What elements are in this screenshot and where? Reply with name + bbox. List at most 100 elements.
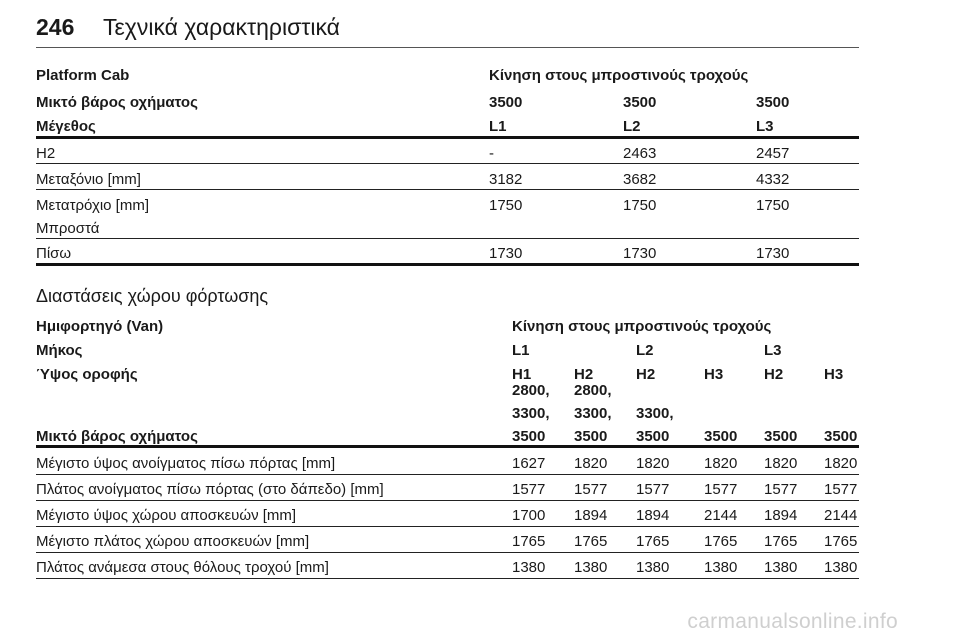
page-title: Τεχνικά χαρακτηριστικά — [103, 14, 340, 40]
table2-cell: 1380 — [574, 559, 608, 576]
table2-cell: 1765 — [704, 533, 738, 550]
table2-cell: 1577 — [764, 481, 798, 498]
table2-row-rule — [36, 552, 859, 553]
table1-cell: 2457 — [756, 145, 790, 162]
table2-height-value: H3 — [824, 366, 844, 383]
table2-length-value: L2 — [636, 342, 654, 359]
table2-cell: 1820 — [824, 455, 858, 472]
table2-title-right: Κίνηση στους μπροστινούς τροχούς — [512, 318, 772, 335]
section-title: Διαστάσεις χώρου φόρτωσης — [36, 286, 269, 306]
table2-row-rule — [36, 526, 859, 527]
table2-cell: 1380 — [704, 559, 738, 576]
table2-cell: 1380 — [764, 559, 798, 576]
table2-row-label: Μέγιστο ύψος χώρου αποσκευών [mm] — [36, 507, 297, 524]
table1-title-left: Platform Cab — [36, 67, 130, 84]
table1-weight-value: 3500 — [756, 94, 790, 111]
table2-cell: 1577 — [824, 481, 858, 498]
table1-row-rule — [36, 163, 859, 164]
table1-cell: - — [489, 145, 494, 162]
table2-cell: 1577 — [704, 481, 738, 498]
table2-cell: 1894 — [636, 507, 670, 524]
table1-row-label: Μετατρόχιο [mm] — [36, 197, 150, 214]
table2-height-value: H2 — [636, 366, 656, 383]
table1-weight-label: Μικτό βάρος οχήματος — [36, 94, 198, 111]
table2-cell: 2144 — [824, 507, 858, 524]
table2-height-value: H1 — [512, 366, 532, 383]
table2-row-rule — [36, 578, 859, 579]
table2-cell: 1380 — [636, 559, 670, 576]
table2-cell: 1894 — [764, 507, 798, 524]
table2-weight-line: 3500 — [512, 428, 546, 445]
table1-title-right: Κίνηση στους μπροστινούς τροχούς — [489, 67, 749, 84]
table1-row-label: Μεταξόνιο [mm] — [36, 171, 141, 188]
table2-length-label: Μήκος — [36, 342, 83, 359]
table1-cell: 1750 — [489, 197, 523, 214]
table2-height-value: H3 — [704, 366, 724, 383]
table2-weight-line: 3500 — [574, 428, 608, 445]
table1-weight-value: 3500 — [489, 94, 523, 111]
table1-cell: 4332 — [756, 171, 790, 188]
table2-weight-line: 2800, — [574, 382, 612, 399]
table1-cell: 1750 — [623, 197, 657, 214]
table2-row-rule — [36, 474, 859, 475]
table2-cell: 1577 — [574, 481, 608, 498]
table2-cell: 1765 — [764, 533, 798, 550]
table2-cell: 1820 — [764, 455, 798, 472]
table1-row-label: H2 — [36, 145, 56, 162]
table2-title-left: Ημιφορτηγό (Van) — [36, 318, 164, 335]
table1-bottom-rule — [36, 263, 859, 266]
table1-row-sublabel: Μπροστά — [36, 220, 100, 237]
table1-row-rule — [36, 189, 859, 190]
table2-cell: 1820 — [704, 455, 738, 472]
table1-size-value: L3 — [756, 118, 774, 135]
table2-weight-line: 3500 — [824, 428, 858, 445]
table2-weight-line: 3500 — [704, 428, 738, 445]
table2-weight-line: 3500 — [764, 428, 798, 445]
table2-cell: 1894 — [574, 507, 608, 524]
table2-cell: 1820 — [574, 455, 608, 472]
table1-header-rule — [36, 136, 859, 139]
table2-weight-line: 3300, — [636, 405, 674, 422]
table1-cell: 2463 — [623, 145, 657, 162]
table1-row-label: Πίσω — [36, 245, 72, 262]
table2-weight-line: 3500 — [636, 428, 670, 445]
table2-row-label: Πλάτος ανάμεσα στους θόλους τροχού [mm] — [36, 559, 329, 576]
page-number: 246 — [36, 14, 75, 40]
table2-weight-label: Μικτό βάρος οχήματος — [36, 428, 198, 445]
table2-height-value: H2 — [574, 366, 594, 383]
table2-cell: 1577 — [512, 481, 546, 498]
table2-cell: 1765 — [636, 533, 670, 550]
table1-cell: 3182 — [489, 171, 523, 188]
table2-cell: 1700 — [512, 507, 546, 524]
table2-cell: 1765 — [512, 533, 546, 550]
table1-cell: 1730 — [489, 245, 523, 262]
table2-header-rule — [36, 445, 859, 448]
table2-cell: 1380 — [824, 559, 858, 576]
table1-size-value: L1 — [489, 118, 507, 135]
table2-weight-line: 3300, — [574, 405, 612, 422]
table1-cell: 1750 — [756, 197, 790, 214]
table2-cell: 1627 — [512, 455, 546, 472]
table2-row-label: Μέγιστο ύψος ανοίγματος πίσω πόρτας [mm] — [36, 455, 336, 472]
table2-weight-line: 2800, — [512, 382, 550, 399]
table2-row-label: Πλάτος ανοίγματος πίσω πόρτας (στο δάπεδ… — [36, 481, 384, 498]
table2-length-value: L1 — [512, 342, 530, 359]
table2-height-value: H2 — [764, 366, 784, 383]
table2-cell: 1765 — [574, 533, 608, 550]
header-divider — [36, 47, 859, 48]
table1-cell: 1730 — [756, 245, 790, 262]
table1-cell: 1730 — [623, 245, 657, 262]
table1-size-value: L2 — [623, 118, 641, 135]
table2-weight-line: 3300, — [512, 405, 550, 422]
table1-weight-value: 3500 — [623, 94, 657, 111]
table2-cell: 2144 — [704, 507, 738, 524]
table2-row-label: Μέγιστο πλάτος χώρου αποσκευών [mm] — [36, 533, 310, 550]
table2-cell: 1820 — [636, 455, 670, 472]
watermark: carmanualsonline.info — [687, 610, 898, 633]
table2-row-rule — [36, 500, 859, 501]
table2-cell: 1577 — [636, 481, 670, 498]
table2-cell: 1380 — [512, 559, 546, 576]
table2-length-value: L3 — [764, 342, 782, 359]
table1-row-rule — [36, 238, 859, 239]
table2-height-label: Ύψος οροφής — [36, 366, 138, 383]
